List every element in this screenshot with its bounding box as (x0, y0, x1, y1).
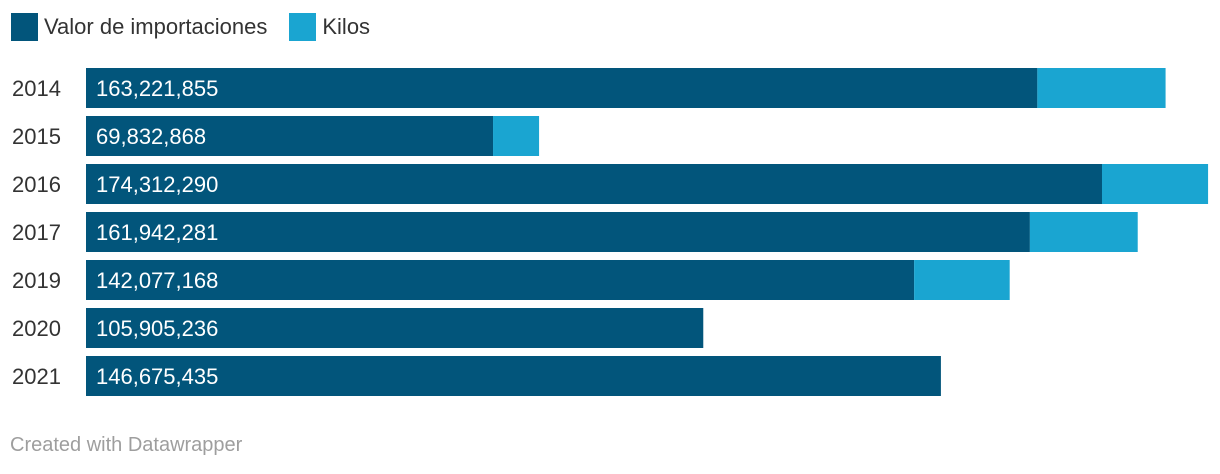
footer-credit: Created with Datawrapper (10, 434, 243, 456)
bar-valor-2016 (86, 164, 1102, 204)
legend-label-kilos: Kilos (322, 14, 371, 39)
bar-kilos-2016 (1101, 164, 1209, 204)
category-label-2019: 2019 (12, 268, 61, 293)
value-label-2019: 142,077,168 (96, 268, 218, 293)
value-label-2017: 161,942,281 (96, 220, 218, 245)
bar-kilos-2019 (914, 260, 1010, 300)
legend-item-kilos: Kilos (289, 13, 370, 41)
value-label-2015: 69,832,868 (96, 124, 206, 149)
bar-valor-2017 (86, 212, 1030, 252)
legend-swatch-kilos (289, 13, 317, 41)
category-label-2020: 2020 (12, 316, 61, 341)
bar-kilos-2014 (1037, 68, 1166, 108)
bar-kilos-2015 (493, 116, 540, 156)
bar-kilos-2017 (1029, 212, 1138, 252)
value-label-2021: 146,675,435 (96, 364, 218, 389)
category-label-2017: 2017 (12, 220, 61, 245)
category-label-2021: 2021 (12, 364, 61, 389)
value-label-2016: 174,312,290 (96, 172, 218, 197)
category-label-2016: 2016 (12, 172, 61, 197)
value-label-2014: 163,221,855 (96, 76, 218, 101)
value-label-2020: 105,905,236 (96, 316, 218, 341)
bar-valor-2015 (86, 116, 494, 156)
bar-chart: 2014 163,221,855 2015 69,832,868 2016 174,312… (12, 68, 1209, 396)
category-label-2014: 2014 (12, 76, 61, 101)
category-label-2015: 2015 (12, 124, 61, 149)
chart-legend: Valor de importaciones Kilos (11, 12, 392, 42)
legend-swatch-valor (11, 13, 38, 41)
bar-valor-2014 (86, 68, 1038, 108)
bar-valor-2020 (86, 308, 704, 348)
bar-valor-2019 (86, 260, 915, 300)
legend-item-valor: Valor de importaciones (11, 13, 267, 41)
bar-valor-2021 (86, 356, 941, 396)
legend-label-valor: Valor de importaciones (44, 14, 268, 39)
